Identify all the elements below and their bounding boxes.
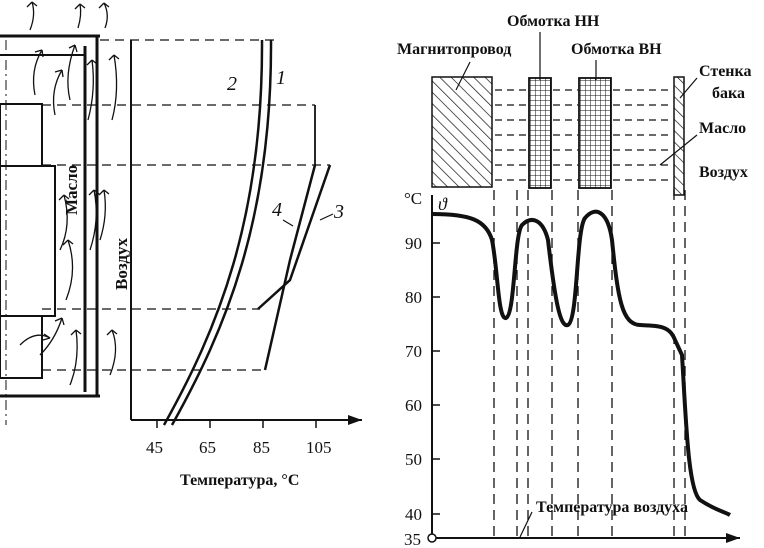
- right-y-tick-50: 50: [405, 450, 422, 469]
- oil-leader: [659, 134, 698, 166]
- tank-wall-leader: [679, 77, 698, 99]
- core-block: [0, 165, 56, 317]
- tank-wall-label-line2: бака: [712, 85, 745, 102]
- boundary-lines: [493, 190, 686, 540]
- left-x-tick-105: 105: [306, 438, 332, 457]
- core-label: Магнитопровод: [397, 41, 511, 58]
- curve-2: [162, 39, 264, 426]
- curve-3: [257, 164, 332, 310]
- right-y-tick-70: 70: [405, 342, 422, 361]
- oil-flow-arrows: [19, 1, 120, 386]
- curve-label-1: 1: [276, 67, 286, 89]
- tank-wall-label: Стенка бака: [699, 63, 756, 102]
- right-oil-label: Масло: [699, 120, 746, 137]
- right-y-tick-marks: [432, 242, 440, 515]
- right-y-tick-35: 35: [404, 530, 421, 548]
- lv-winding-label: Обмотка НН: [507, 13, 600, 30]
- right-y-tick-60: 60: [405, 396, 422, 415]
- core-cross-section: [431, 76, 493, 188]
- right-y-tick-80: 80: [405, 288, 422, 307]
- lv-winding-cross-section: [528, 77, 552, 189]
- left-oil-label: Масло: [62, 165, 81, 215]
- curve-label-3: 3: [333, 201, 344, 223]
- right-air-label: Воздух: [699, 164, 748, 181]
- left-panel-transformer-section: Масло Воздух 2 1 4 3 45 65 85 105 Темпер…: [0, 1, 362, 489]
- air-temperature-annotation: Температура воздуха: [536, 499, 688, 516]
- right-y-tick-90: 90: [405, 234, 422, 253]
- left-air-label: Воздух: [112, 238, 131, 290]
- curve-label-4: 4: [272, 199, 282, 221]
- right-y-unit: °С: [404, 189, 422, 208]
- curve-4: [263, 164, 317, 371]
- right-y-tick-40: 40: [405, 505, 422, 524]
- curve-1: [170, 39, 273, 426]
- air-temperature-leader: [519, 511, 533, 538]
- curve-label-2: 2: [227, 73, 237, 95]
- curve-3-leader: [319, 213, 334, 221]
- left-x-axis-arrowhead: [348, 415, 362, 425]
- lower-winding-block: [0, 315, 43, 379]
- right-panel-temperature-profile: 35 40 50 60 70 80 90 °С ϑ Обмотка НН Маг…: [397, 13, 756, 548]
- hv-winding-label: Обмотка ВН: [571, 41, 662, 58]
- tank-wall-cross-section: [673, 76, 685, 196]
- left-x-tick-65: 65: [199, 438, 216, 457]
- tank-wall-label-line1: Стенка: [699, 63, 752, 80]
- theta-symbol: ϑ: [438, 194, 448, 214]
- origin-marker: [427, 533, 437, 543]
- left-x-axis-title: Температура, °С: [180, 472, 299, 489]
- core-leader: [455, 61, 471, 91]
- curve-4-leader: [282, 219, 294, 227]
- right-x-axis-arrowhead: [726, 533, 740, 543]
- temperature-profile-curve: [431, 209, 732, 517]
- left-x-tick-marks: [156, 420, 317, 428]
- left-x-tick-85: 85: [253, 438, 270, 457]
- oil-fill-dashes: [495, 89, 672, 181]
- hv-winding-cross-section: [578, 77, 612, 189]
- left-x-tick-45: 45: [146, 438, 163, 457]
